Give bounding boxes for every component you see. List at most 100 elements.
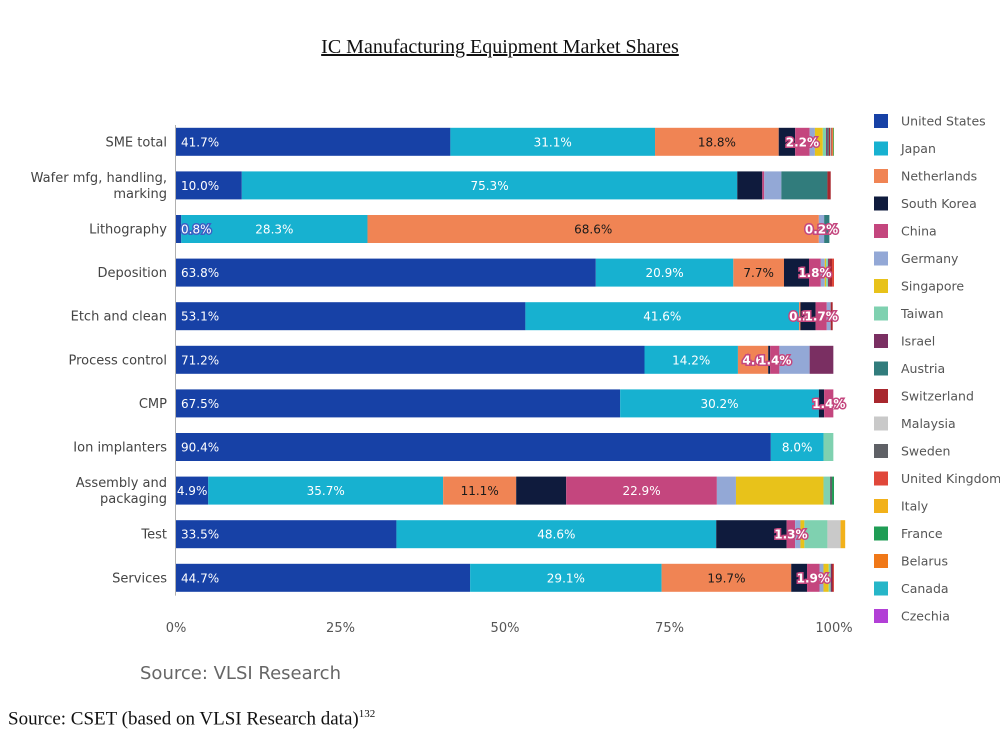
data-label: 19.7% <box>707 571 745 585</box>
category-labels-layer: SME total Wafer mfg, handling, marking Lith… <box>31 135 168 586</box>
legend-label: Switzerland <box>901 389 974 404</box>
bar-segment-china <box>795 127 810 156</box>
bar-segment-israel <box>828 258 830 287</box>
data-label: 63.8% <box>181 266 219 280</box>
category-label: Etch and clean <box>71 310 167 325</box>
x-tick-label: 0% <box>166 621 187 636</box>
bar-segment-sweden <box>830 476 833 505</box>
bar-segment-germany <box>779 345 810 374</box>
legend-label: Belarus <box>901 554 948 569</box>
bar-segment-united-states <box>176 345 645 374</box>
bar-segment-singapore <box>800 520 805 549</box>
bar-segment-china <box>808 258 821 287</box>
data-label: 29.1% <box>547 571 585 585</box>
data-label: 22.9% <box>622 484 660 498</box>
data-label: 75.3% <box>470 179 508 193</box>
legend-label: United States <box>901 114 986 129</box>
category-label: CMP <box>139 397 167 412</box>
data-label: 67.5% <box>181 397 219 411</box>
data-label: 2.2% <box>786 135 819 149</box>
data-label: 4.9% <box>177 484 208 498</box>
document-source-note: Source: CSET (based on VLSI Research dat… <box>8 708 375 730</box>
footnote-ref: 132 <box>358 708 376 720</box>
legend-label: Austria <box>901 361 945 376</box>
bar-segment-south-korea <box>791 563 808 592</box>
legend-label: China <box>901 224 937 239</box>
legend-swatch <box>874 279 888 293</box>
legend-swatch <box>874 526 888 541</box>
bar-segment-japan <box>525 302 800 331</box>
data-label: 0.8% <box>181 223 212 237</box>
bar-segment-japan <box>208 476 444 505</box>
bar-segment-china <box>824 389 834 418</box>
bar-segment-malaysia <box>827 520 841 549</box>
data-label: 11.1% <box>461 484 499 498</box>
bar-segment-south-korea <box>800 302 816 331</box>
x-tick-label: 50% <box>491 621 520 636</box>
legend-swatch <box>874 334 888 348</box>
legend-label: Germany <box>901 251 959 266</box>
legend-label: France <box>901 526 943 541</box>
bar-segment-singapore <box>735 476 824 505</box>
data-labels-layer: 41.7% 31.1% 18.8% 2.2% 10.0% 75.3% 0.8% 28.3% 68… <box>177 134 847 587</box>
bar-segment-austria <box>827 127 829 156</box>
data-label: 14.2% <box>672 353 710 367</box>
category-label: Test <box>140 528 167 543</box>
bar-segment-israel <box>826 127 828 156</box>
legend-swatch <box>874 306 888 321</box>
bar-segment-singapore <box>814 127 823 156</box>
bar-segment-netherlands <box>799 302 801 331</box>
bar-segment-taiwan <box>823 476 831 505</box>
bar-segment-malaysia <box>830 127 831 156</box>
bar-segment-israel <box>809 345 834 374</box>
legend-swatch <box>874 581 888 596</box>
chart-source-note: Source: VLSI Research <box>140 663 341 684</box>
category-label: SME total <box>105 135 167 150</box>
legend-label: Israel <box>901 334 935 349</box>
legend-swatch <box>874 554 888 568</box>
legend-swatch <box>874 196 888 211</box>
bar-segment-united-states <box>176 258 596 287</box>
legend-swatch <box>874 444 888 458</box>
data-label: 1.3% <box>774 528 807 542</box>
data-label: 35.7% <box>307 484 345 498</box>
bar-segment-united-states <box>176 215 182 243</box>
category-label: Ion implanters <box>73 441 167 456</box>
data-label: 1.7% <box>805 310 838 324</box>
data-label: 41.6% <box>643 310 681 324</box>
legend-swatch <box>874 169 888 183</box>
bar-segment-japan <box>396 520 717 549</box>
legend-swatch <box>874 471 888 486</box>
data-label: 20.9% <box>646 266 684 280</box>
bar-segment-japan <box>241 171 738 200</box>
legend-label: United Kingdom <box>901 471 1000 486</box>
legend: United States Japan Netherlands South Korea… <box>874 114 1000 624</box>
bar-segment-netherlands <box>655 127 779 156</box>
bar-segment-united-states <box>176 127 451 156</box>
bar-segment-germany <box>764 171 782 200</box>
bar-segment-taiwan <box>826 258 829 287</box>
legend-swatch <box>874 141 888 156</box>
legend-label: Malaysia <box>901 416 956 431</box>
bar-segment-united-states <box>176 433 771 461</box>
bar-segment-united-states <box>176 520 397 549</box>
bar-segment-japan <box>450 127 656 156</box>
bar-segment-taiwan <box>823 433 834 461</box>
data-label: 18.8% <box>698 135 736 149</box>
bar-segment-united-states <box>176 389 621 418</box>
bar-segment-austria <box>824 215 830 243</box>
legend-swatch <box>874 361 888 376</box>
x-axis: 0% 25% 50% 75% 100% <box>166 125 853 636</box>
legend-label: Singapore <box>901 279 964 294</box>
bar-segment-south-korea <box>818 389 825 418</box>
bar-segment-united-kingdom <box>832 258 834 287</box>
bar-segment-china <box>815 302 827 331</box>
bar-segment-south-korea <box>778 127 796 156</box>
bar-segment-switzerland <box>827 171 831 200</box>
bar-segment-south-korea <box>516 476 567 505</box>
legend-label: Netherlands <box>901 169 977 184</box>
category-label: Lithography <box>89 223 167 238</box>
bar-segment-netherlands <box>737 345 769 374</box>
bar-segment-japan <box>620 389 819 418</box>
